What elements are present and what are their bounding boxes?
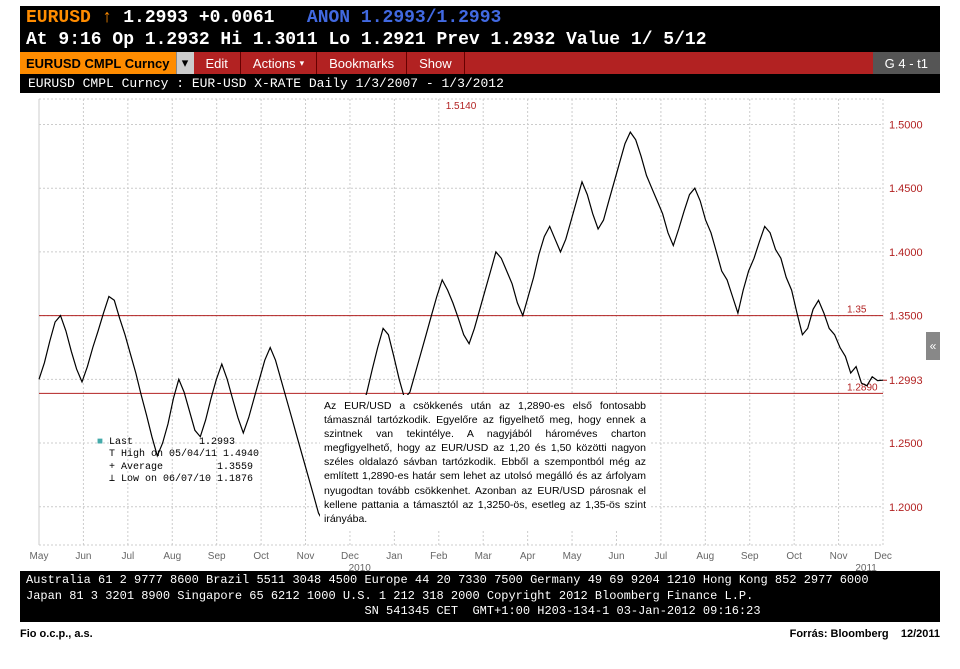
toolbar-identifier: EURUSD CMPL Curncy (20, 52, 176, 74)
change: +0.0061 (199, 8, 275, 28)
source-right: Forrás: Bloomberg 12/2011 (790, 628, 940, 640)
svg-text:Aug: Aug (163, 551, 181, 562)
svg-text:1.5000: 1.5000 (889, 119, 923, 131)
pager-next-icon[interactable]: « (926, 332, 940, 360)
svg-text:1.4000: 1.4000 (889, 247, 923, 259)
svg-text:2010: 2010 (349, 563, 372, 571)
edit-button[interactable]: Edit (194, 52, 241, 74)
svg-text:1.2000: 1.2000 (889, 502, 923, 514)
source-left: Fio o.c.p., a.s. (20, 628, 93, 640)
svg-text:Dec: Dec (874, 551, 892, 562)
svg-text:Jul: Jul (654, 551, 667, 562)
svg-text:2011: 2011 (855, 563, 877, 571)
svg-text:1.5140: 1.5140 (446, 101, 477, 112)
svg-text:1.2500: 1.2500 (889, 438, 923, 450)
svg-text:Nov: Nov (297, 551, 315, 562)
chart-legend: ■ Last 1.2993 T High on 05/04/11 1.4940 … (97, 437, 259, 487)
symbol: EURUSD (26, 8, 91, 28)
svg-text:Apr: Apr (520, 551, 536, 562)
svg-text:1.3500: 1.3500 (889, 311, 923, 323)
footer-line-2: Japan 81 3 3201 8900 Singapore 65 6212 1… (26, 589, 934, 605)
svg-text:Oct: Oct (253, 551, 269, 562)
svg-text:Oct: Oct (786, 551, 802, 562)
anon-quote: ANON 1.2993/1.2993 (307, 8, 501, 28)
header-line-2: At 9:16 Op 1.2932 Hi 1.3011 Lo 1.2921 Pr… (20, 30, 940, 52)
price: 1.2993 (123, 8, 188, 28)
toolbar-dropdown-icon[interactable]: ▾ (176, 52, 194, 74)
toolbar-info: G 4 - t1 (873, 52, 940, 74)
svg-text:Nov: Nov (830, 551, 848, 562)
svg-text:Aug: Aug (696, 551, 714, 562)
footer-line-3: SN 541345 CET GMT+1:00 H203-134-1 03-Jan… (26, 604, 934, 620)
header-line-1: EURUSD ↑ 1.2993 +0.0061 ANON 1.2993/1.29… (20, 6, 940, 30)
chart-subheader: EURUSD CMPL Curncy : EUR-USD X-RATE Dail… (20, 74, 940, 93)
svg-text:1.35: 1.35 (847, 305, 867, 316)
actions-button[interactable]: Actions ▾ (241, 52, 317, 74)
svg-text:Jun: Jun (75, 551, 91, 562)
page-footer: Fio o.c.p., a.s. Forrás: Bloomberg 12/20… (0, 624, 960, 646)
svg-text:Sep: Sep (208, 551, 226, 562)
svg-text:Jan: Jan (386, 551, 402, 562)
svg-text:May: May (30, 551, 49, 562)
footer-contacts: Australia 61 2 9777 8600 Brazil 5511 304… (20, 571, 940, 622)
chart-area[interactable]: 1.50001.45001.40001.35001.30001.25001.20… (20, 93, 940, 571)
svg-text:Sep: Sep (741, 551, 759, 562)
show-button[interactable]: Show (407, 52, 465, 74)
footer-line-1: Australia 61 2 9777 8600 Brazil 5511 304… (26, 573, 934, 589)
annotation-text: Az EUR/USD a csökkenés után az 1,2890-es… (320, 395, 650, 531)
svg-text:Jun: Jun (608, 551, 624, 562)
svg-text:Dec: Dec (341, 551, 359, 562)
svg-text:Jul: Jul (121, 551, 134, 562)
svg-text:1.4500: 1.4500 (889, 183, 923, 195)
bookmarks-button[interactable]: Bookmarks (317, 52, 407, 74)
svg-text:Mar: Mar (475, 551, 493, 562)
toolbar: EURUSD CMPL Curncy ▾ Edit Actions ▾ Book… (20, 52, 940, 74)
arrow-up-icon: ↑ (102, 8, 113, 28)
terminal-window: EURUSD ↑ 1.2993 +0.0061 ANON 1.2993/1.29… (20, 6, 940, 622)
svg-text:1.2993: 1.2993 (889, 375, 923, 387)
svg-text:May: May (563, 551, 582, 562)
svg-text:Feb: Feb (430, 551, 448, 562)
